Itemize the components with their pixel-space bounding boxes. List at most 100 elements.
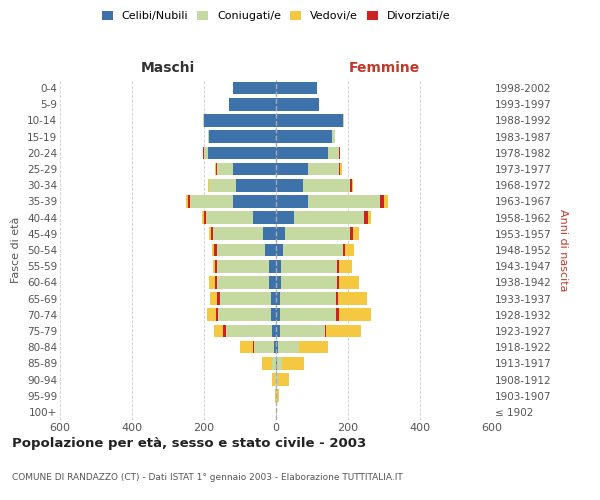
Bar (272, 357, 276, 370)
Bar (206, 308, 215, 321)
Bar (269, 260, 276, 272)
Bar (217, 260, 269, 272)
Bar (216, 162, 217, 175)
Bar (339, 276, 359, 288)
Bar (276, 292, 280, 305)
Y-axis label: Fasce di età: Fasce di età (11, 217, 22, 283)
Bar (276, 82, 317, 94)
Bar (271, 308, 276, 321)
Bar (340, 162, 342, 175)
Bar (275, 373, 276, 386)
Bar (337, 260, 339, 272)
Bar (229, 98, 276, 110)
Bar (215, 308, 218, 321)
Bar (272, 324, 276, 338)
Bar (204, 146, 208, 159)
Text: COMUNE DI RANDAZZO (CT) - Dati ISTAT 1° gennaio 2003 - Elaborazione TUTTITALIA.I: COMUNE DI RANDAZZO (CT) - Dati ISTAT 1° … (12, 473, 403, 482)
Bar (326, 324, 361, 338)
Bar (276, 357, 277, 370)
Bar (339, 162, 340, 175)
Bar (269, 276, 276, 288)
Text: Popolazione per età, sesso e stato civile - 2003: Popolazione per età, sesso e stato civil… (12, 438, 366, 450)
Bar (275, 390, 276, 402)
Bar (211, 228, 213, 240)
Text: Femmine: Femmine (349, 61, 419, 75)
Bar (240, 341, 253, 353)
Bar (276, 98, 319, 110)
Bar (262, 357, 272, 370)
Bar (236, 179, 276, 192)
Bar (281, 276, 337, 288)
Bar (253, 212, 276, 224)
Bar (276, 341, 278, 353)
Bar (276, 373, 278, 386)
Bar (223, 324, 226, 338)
Bar (206, 212, 253, 224)
Bar (346, 244, 355, 256)
Bar (276, 260, 281, 272)
Bar (214, 244, 217, 256)
Bar (213, 260, 215, 272)
Bar (215, 162, 216, 175)
Bar (299, 341, 328, 353)
Bar (204, 212, 206, 224)
Bar (272, 373, 275, 386)
Bar (233, 162, 276, 175)
Bar (213, 228, 263, 240)
Bar (215, 276, 217, 288)
Bar (278, 341, 299, 353)
Bar (203, 146, 204, 159)
Bar (339, 146, 340, 159)
Bar (215, 260, 217, 272)
Bar (220, 292, 271, 305)
Bar (212, 244, 214, 256)
Bar (233, 82, 276, 94)
Bar (308, 195, 380, 207)
Bar (188, 195, 190, 207)
Bar (276, 308, 280, 321)
Bar (303, 179, 350, 192)
Bar (254, 341, 274, 353)
Bar (271, 292, 276, 305)
Bar (280, 292, 336, 305)
Bar (276, 244, 283, 256)
Bar (202, 212, 204, 224)
Bar (282, 357, 304, 370)
Bar (280, 324, 325, 338)
Bar (336, 308, 339, 321)
Legend: Celibi/Nubili, Coniugati/e, Vedovi/e, Divorziati/e: Celibi/Nubili, Coniugati/e, Vedovi/e, Di… (101, 10, 451, 21)
Bar (276, 324, 280, 338)
Bar (276, 195, 308, 207)
Bar (209, 130, 276, 143)
Bar (339, 308, 371, 321)
Bar (276, 390, 277, 402)
Bar (203, 114, 204, 127)
Bar (210, 292, 217, 305)
Y-axis label: Anni di nascita: Anni di nascita (558, 208, 568, 291)
Text: Maschi: Maschi (141, 61, 195, 75)
Bar (274, 341, 276, 353)
Bar (336, 292, 338, 305)
Bar (208, 130, 209, 143)
Bar (208, 179, 209, 192)
Bar (380, 195, 384, 207)
Bar (214, 324, 223, 338)
Bar (308, 162, 339, 175)
Bar (209, 228, 211, 240)
Bar (217, 162, 233, 175)
Bar (283, 244, 343, 256)
Bar (332, 130, 335, 143)
Bar (209, 179, 236, 192)
Bar (280, 308, 336, 321)
Bar (276, 179, 303, 192)
Bar (209, 276, 215, 288)
Bar (364, 212, 368, 224)
Bar (253, 341, 254, 353)
Bar (277, 357, 282, 370)
Bar (217, 292, 220, 305)
Bar (276, 114, 343, 127)
Bar (281, 260, 337, 272)
Bar (276, 228, 285, 240)
Bar (384, 195, 388, 207)
Bar (343, 244, 346, 256)
